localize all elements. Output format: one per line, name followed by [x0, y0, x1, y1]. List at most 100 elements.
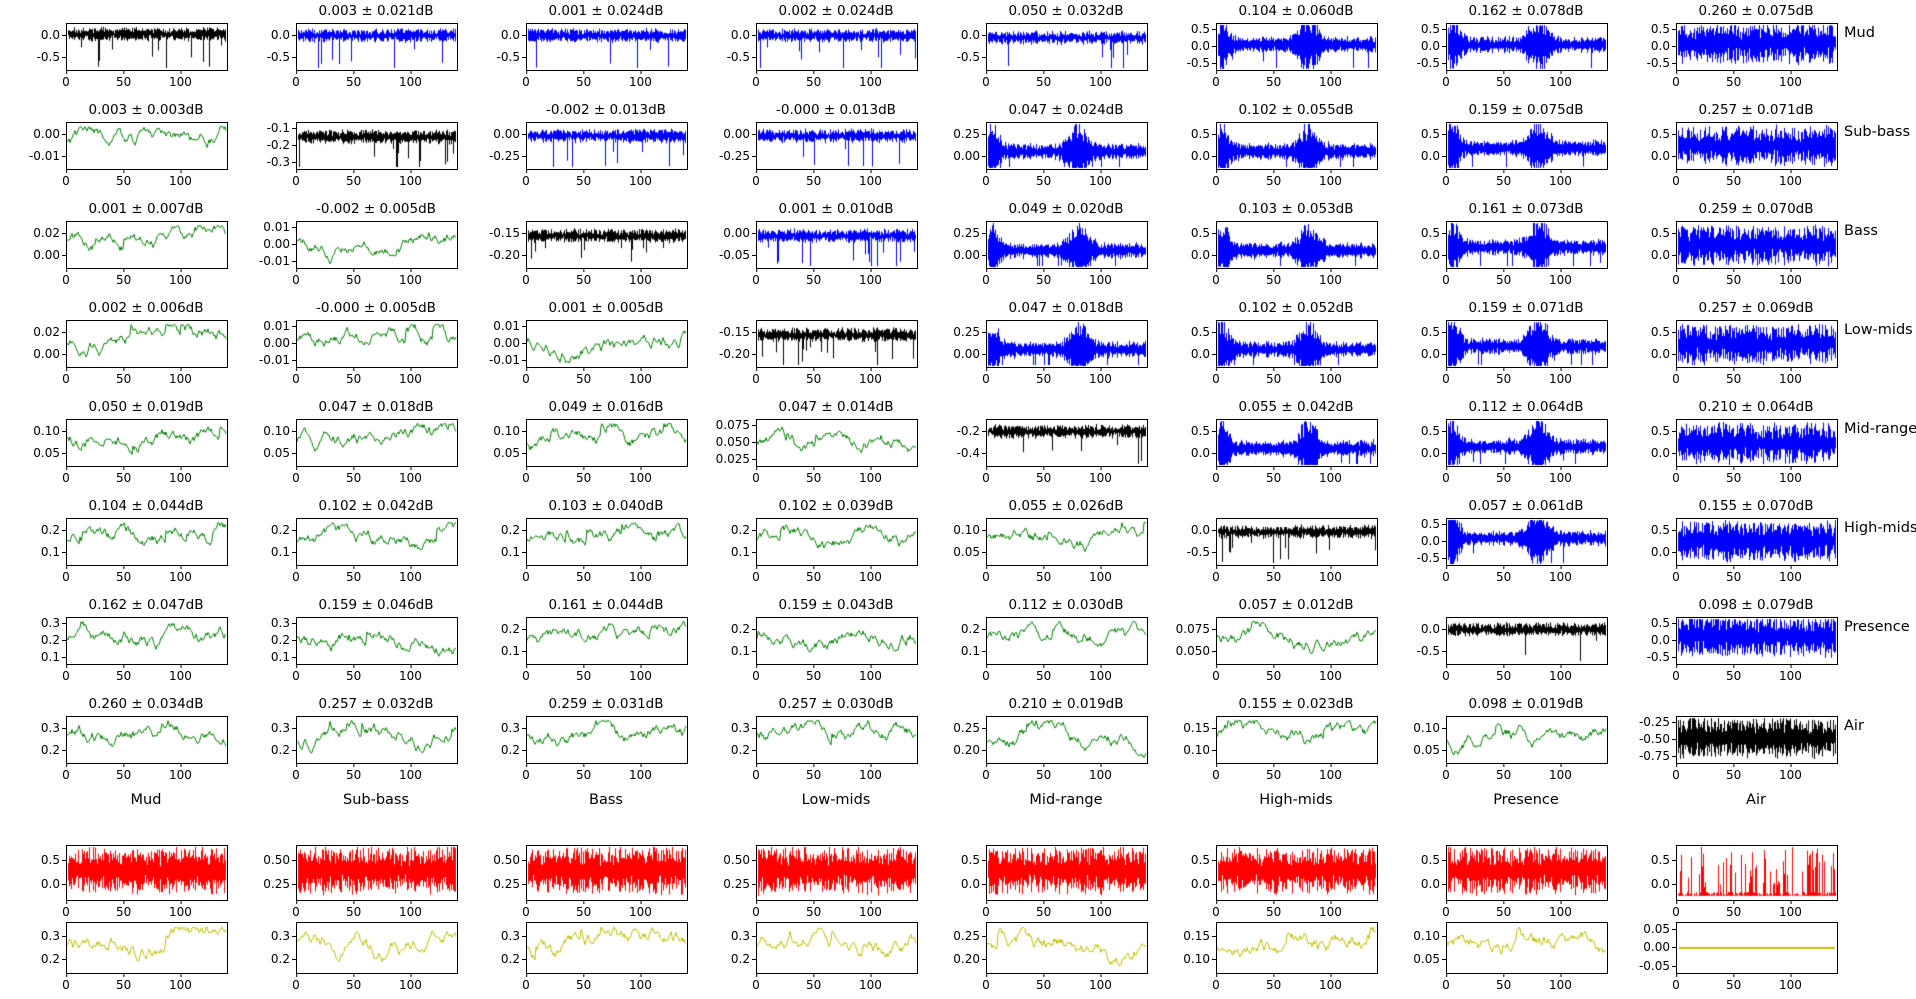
y-axis-labels: 0.50 0.25: [464, 845, 526, 899]
y-tick-label: 0.5: [1650, 424, 1677, 439]
y-tick-label: -0.5: [1416, 56, 1447, 71]
y-axis-labels: 0.00 -0.25: [464, 122, 527, 168]
x-tick-label: 0: [1672, 664, 1680, 683]
x-tick-label: 100: [1318, 466, 1342, 485]
y-axis-labels: 0.5 0.0: [1614, 122, 1677, 168]
plot-frame: [1676, 716, 1838, 764]
x-tick-label: 0: [522, 973, 530, 992]
subplot-title: 0.047 ± 0.018dB: [318, 399, 434, 415]
y-tick-label: 0.0: [1190, 523, 1217, 538]
subplot-title: 0.001 ± 0.024dB: [548, 3, 664, 19]
plot-frame: [1676, 320, 1838, 368]
plot-frame: [1676, 419, 1838, 467]
subplot-title: 0.055 ± 0.042dB: [1238, 399, 1354, 415]
plot-frame: [756, 419, 918, 467]
x-axis-labels: 0 50 100: [1672, 169, 1836, 188]
x-axis-labels: 0 50 100: [1212, 466, 1376, 485]
x-tick-label: 100: [1548, 900, 1572, 919]
y-tick-label: 0.00: [493, 336, 526, 350]
x-tick-label: 0: [1672, 900, 1680, 919]
plot-frame: [1216, 221, 1378, 269]
x-tick-label: 50: [805, 664, 822, 683]
x-tick-label: 50: [1725, 169, 1742, 188]
y-tick-label: 0.025: [715, 452, 757, 467]
y-axis-labels: 0.5 0.0: [1614, 320, 1677, 366]
y-tick-label: 0.2: [40, 951, 67, 966]
subplot-title: 0.002 ± 0.024dB: [778, 3, 894, 19]
plot-frame: [756, 716, 918, 764]
x-tick-label: 50: [345, 973, 362, 992]
plot-canvas: [1447, 321, 1607, 367]
plot-canvas: [987, 420, 1147, 466]
plot-canvas: [757, 321, 917, 367]
subplot-title: 0.102 ± 0.042dB: [318, 498, 434, 514]
x-tick-label: 0: [982, 70, 990, 89]
plot-canvas: [987, 519, 1147, 565]
y-tick-label: 0.00: [953, 148, 986, 163]
plot-frame: [296, 716, 458, 764]
y-tick-label: 0.3: [270, 721, 297, 736]
x-axis-labels: 0 50 100: [62, 565, 226, 584]
x-tick-label: 0: [62, 900, 70, 919]
subplot-title: 0.103 ± 0.040dB: [548, 498, 664, 514]
y-tick-label: 0.0: [960, 877, 987, 892]
plot-canvas: [987, 321, 1147, 367]
column-label: Mid-range: [1029, 792, 1103, 808]
x-tick-label: 100: [168, 664, 192, 683]
y-axis-labels: 0.5 0.0 -0.5: [1154, 22, 1217, 70]
x-axis-labels: 0 50 100: [522, 973, 686, 992]
x-tick-label: 100: [628, 367, 652, 386]
y-tick-label: 0.5: [1650, 127, 1677, 142]
plot-frame: [1446, 617, 1608, 665]
x-tick-label: 50: [575, 763, 592, 782]
subplot-title: 0.257 ± 0.071dB: [1698, 102, 1814, 118]
x-tick-label: 100: [168, 565, 192, 584]
x-tick-label: 0: [522, 268, 530, 287]
y-tick-label: 0.50: [263, 852, 296, 867]
y-tick-label: 0.2: [40, 742, 67, 757]
x-tick-label: 50: [805, 565, 822, 584]
x-tick-label: 0: [752, 466, 760, 485]
x-tick-label: 50: [1265, 664, 1282, 683]
plot-canvas: [757, 519, 917, 565]
x-tick-label: 100: [1318, 367, 1342, 386]
y-axis-labels: 0.00 -0.01: [4, 122, 67, 168]
plot-canvas: [527, 519, 687, 565]
x-axis-labels: 0 50 100: [982, 763, 1146, 782]
x-tick-label: 0: [752, 268, 760, 287]
x-tick-label: 50: [1495, 169, 1512, 188]
plot-canvas: [297, 24, 457, 70]
subplot-title: -0.000 ± 0.013dB: [776, 102, 896, 118]
y-tick-label: -0.5: [36, 49, 67, 64]
y-tick-label: 0.0: [1420, 247, 1447, 262]
y-tick-label: -0.5: [1646, 56, 1677, 71]
y-axis-labels: 0.25 0.20: [924, 922, 986, 972]
x-tick-label: 50: [805, 367, 822, 386]
x-tick-label: 50: [1035, 466, 1052, 485]
x-axis-labels: 0 50 100: [292, 169, 456, 188]
x-tick-label: 50: [115, 367, 132, 386]
x-axis-labels: 0 50 100: [1212, 900, 1376, 919]
y-tick-label: 0.05: [33, 445, 66, 460]
subplot-title: 0.260 ± 0.034dB: [88, 696, 204, 712]
y-axis-labels: 0.3 0.2: [464, 716, 527, 762]
y-axis-labels: 0.0 -0.5: [4, 23, 67, 69]
y-axis-labels: 0.0 -0.5: [1154, 518, 1217, 564]
x-tick-label: 0: [62, 367, 70, 386]
plot-frame: [526, 922, 688, 974]
x-tick-label: 50: [345, 466, 362, 485]
x-tick-label: 0: [292, 466, 300, 485]
y-axis-labels: 0.3 0.2: [4, 922, 67, 972]
y-tick-label: 0.25: [953, 721, 986, 736]
plot-canvas: [1217, 24, 1377, 70]
y-tick-label: 0.5: [1650, 226, 1677, 241]
plot-frame: [1216, 419, 1378, 467]
x-axis-labels: 0 50 100: [1672, 900, 1836, 919]
x-tick-label: 100: [628, 70, 652, 89]
y-axis-labels: 0.5 0.0 -0.5: [1614, 616, 1677, 664]
y-tick-label: 0.2: [270, 951, 297, 966]
x-tick-label: 0: [1212, 973, 1220, 992]
y-axis-labels: 0.10 0.05: [234, 419, 296, 465]
x-axis-labels: 0 50 100: [62, 763, 226, 782]
x-tick-label: 50: [115, 268, 132, 287]
